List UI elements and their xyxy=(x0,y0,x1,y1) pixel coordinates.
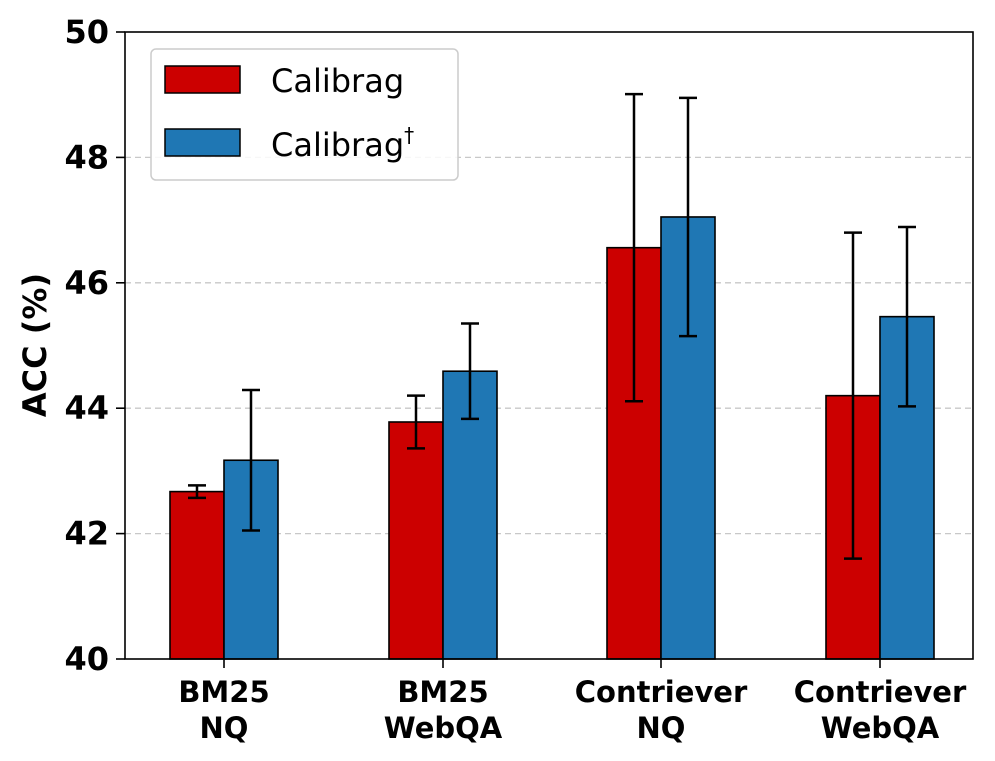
x-tick-label: BM25 xyxy=(397,675,488,709)
y-tick-label: 42 xyxy=(64,515,109,553)
error-bar xyxy=(679,96,697,338)
error-bar xyxy=(625,92,643,403)
x-tick-label: NQ xyxy=(200,711,249,745)
x-tick-label: WebQA xyxy=(384,711,503,745)
y-tick-label: 48 xyxy=(64,138,109,176)
plot-frame xyxy=(124,31,974,660)
legend-label-text: Calibrag xyxy=(271,126,404,164)
bar-calibrag xyxy=(169,490,225,660)
y-tick-label: 40 xyxy=(64,640,109,678)
legend-swatch-calibrag xyxy=(164,65,241,94)
error-bar xyxy=(461,322,479,421)
legend: Calibrag Calibrag† xyxy=(150,48,459,181)
x-tick-label: Contriever xyxy=(575,675,748,709)
bar-calibrag-dagger xyxy=(879,315,935,660)
y-axis-label: ACC (%) xyxy=(16,273,54,417)
y-tick-label: 46 xyxy=(64,264,109,302)
legend-label-calibrag-dagger: Calibrag† xyxy=(271,123,414,164)
bar-calibrag xyxy=(388,421,444,660)
y-axis-ticks: 40 42 44 46 48 50 xyxy=(64,13,125,678)
error-bar xyxy=(844,231,862,560)
error-bars xyxy=(188,92,916,560)
y-tick-label: 44 xyxy=(64,389,109,427)
x-axis-ticks: BM25NQBM25WebQAContrieverNQContrieverWeb… xyxy=(178,659,967,745)
legend-label-calibrag: Calibrag xyxy=(271,62,404,100)
x-tick-label: BM25 xyxy=(178,675,269,709)
error-bar xyxy=(898,225,916,408)
error-bar xyxy=(188,484,206,500)
legend-swatch-calibrag-dagger xyxy=(164,128,241,157)
error-bar xyxy=(242,388,260,532)
x-tick-label: WebQA xyxy=(821,711,940,745)
y-tick-label: 50 xyxy=(64,13,109,51)
legend-label-superscript: † xyxy=(404,123,414,147)
error-bar xyxy=(407,394,425,450)
x-tick-label: Contriever xyxy=(794,675,967,709)
x-tick-label: NQ xyxy=(637,711,686,745)
